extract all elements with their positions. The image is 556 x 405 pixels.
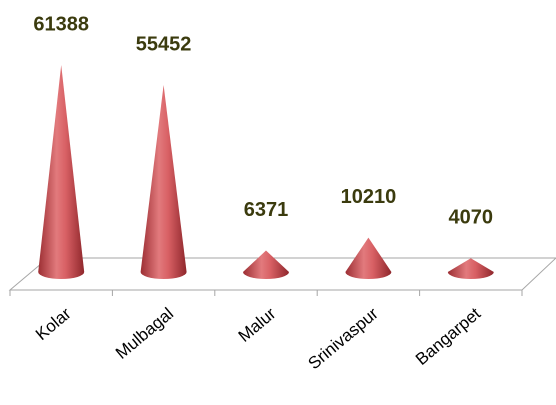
cone-body — [345, 237, 392, 279]
cone-body — [38, 65, 85, 279]
data-label: 55452 — [136, 33, 192, 55]
x-tick-label: Mulbagal — [112, 304, 177, 363]
data-label: 61388 — [33, 13, 89, 35]
x-tick-label: Bangarpet — [412, 304, 485, 369]
cone-body — [447, 258, 494, 279]
cone — [345, 237, 392, 279]
data-label: 4070 — [449, 207, 494, 229]
cone — [140, 85, 187, 279]
cone — [447, 258, 494, 279]
cone-body — [243, 250, 289, 279]
data-label: 6371 — [244, 199, 289, 221]
x-tick-label: Kolar — [32, 304, 75, 344]
cone — [243, 250, 289, 279]
cone — [38, 65, 85, 279]
x-tick-label: Srinivaspur — [304, 304, 382, 373]
x-tick-label: Malur — [235, 304, 280, 346]
data-label: 10210 — [341, 186, 397, 208]
cone-body — [140, 85, 187, 279]
